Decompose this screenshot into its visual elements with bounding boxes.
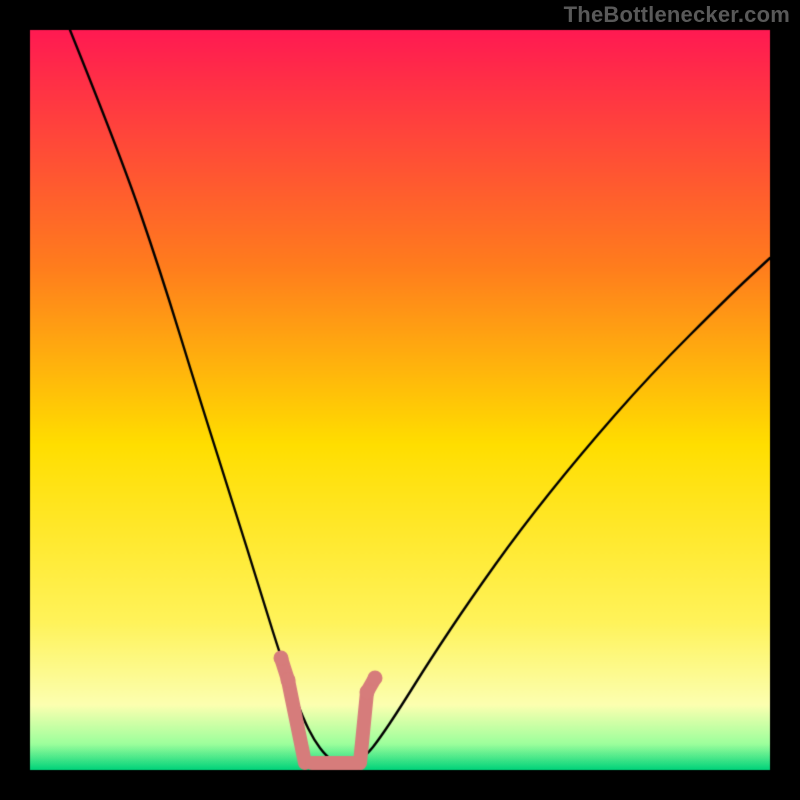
bottleneck-chart-canvas: [0, 0, 800, 800]
watermark-text: TheBottlenecker.com: [564, 2, 790, 28]
chart-root: TheBottlenecker.com: [0, 0, 800, 800]
